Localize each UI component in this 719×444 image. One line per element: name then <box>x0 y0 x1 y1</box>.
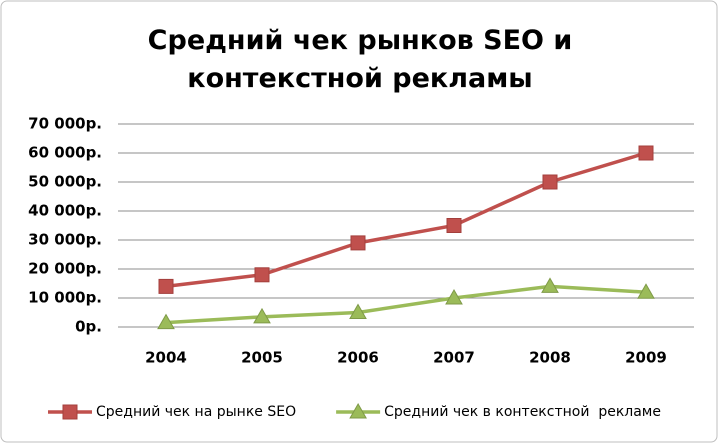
data-point <box>157 313 175 330</box>
y-tick-label: 60 000р. <box>28 144 102 162</box>
legend-label: Средний чек в контекстной рекламе <box>384 404 661 420</box>
y-tick-label: 20 000р. <box>28 260 102 278</box>
x-tick-label: 2006 <box>337 349 379 367</box>
legend-marker <box>349 402 367 419</box>
legend-label: Средний чек на рынке SEO <box>96 404 296 420</box>
x-tick-label: 2008 <box>529 349 571 367</box>
chart-title: Средний чек рынков SEO и контекстной рек… <box>147 25 573 94</box>
series-line <box>165 151 647 289</box>
data-point <box>445 288 463 305</box>
data-point <box>637 283 655 299</box>
data-point <box>350 235 366 251</box>
x-tick-label: 2004 <box>145 349 187 367</box>
y-tick-label: 0р. <box>75 318 102 336</box>
x-tick-label: 2007 <box>433 349 475 367</box>
data-point <box>446 218 462 233</box>
y-tick-label: 70 000р. <box>28 115 102 133</box>
data-point <box>254 267 270 283</box>
y-tick-label: 50 000р. <box>28 173 102 191</box>
data-point <box>541 277 559 293</box>
x-tick-label: 2009 <box>625 349 667 367</box>
data-point <box>638 145 654 161</box>
legend-marker <box>62 404 78 420</box>
y-tick-label: 10 000р. <box>28 289 102 307</box>
y-tick-label: 40 000р. <box>28 202 102 220</box>
x-tick-label: 2005 <box>241 349 283 367</box>
series-line <box>165 284 647 325</box>
data-point <box>158 278 174 294</box>
data-point <box>253 307 271 324</box>
data-point <box>349 303 367 319</box>
data-point <box>542 174 558 190</box>
y-tick-label: 30 000р. <box>28 231 102 249</box>
